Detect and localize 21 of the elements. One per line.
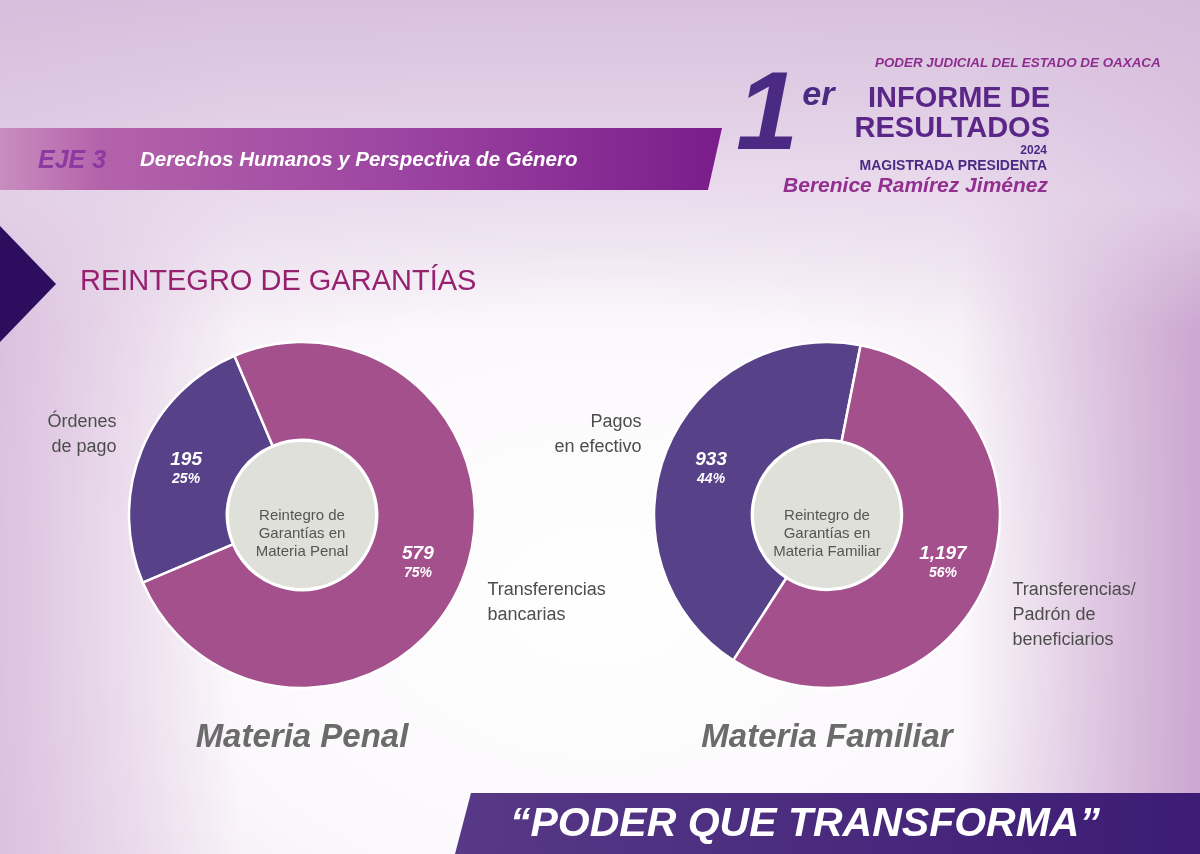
text: PODER JUDICIAL DEL ESTADO DE OAXACA [875,55,1161,70]
slice-label: Órdenes de pago [47,410,117,457]
text: REINTEGRO DE GARANTÍAS [80,264,477,297]
text: Reintegro de Garantías en Materia Penal [255,506,349,559]
text: 1$^{er}$ [736,48,835,173]
text: MAGISTRADA PRESIDENTA [859,157,1047,173]
text: Materia Penal [195,717,410,754]
slice-label: Transferencias/ Padrón de beneficiarios [1012,578,1136,649]
slice-label: Pagos en efectivo [554,411,642,457]
text: Derechos Humanos y Perspectiva de Género [140,147,578,171]
text: 933 44% [695,448,727,487]
text: 2024 [1020,143,1047,157]
text: Reintegro de Garantías en Materia Familiar [773,506,881,559]
text: Berenice Ramírez Jiménez [783,173,1048,197]
text: 1,197 56% [919,541,967,580]
text: 579 75% [402,541,434,580]
text: Materia Familiar [701,717,955,754]
text: “PODER QUE TRANSFORMA” [510,799,1100,846]
slice-label: Transferencias bancarias [487,578,606,624]
text: INFORME DE RESULTADOS [853,81,1050,143]
text: 195 25% [170,448,202,487]
